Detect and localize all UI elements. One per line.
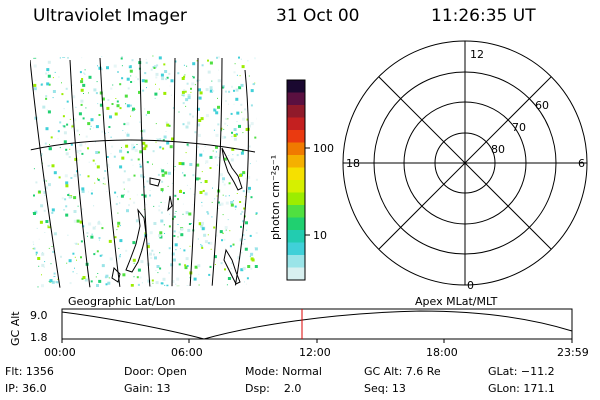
longitude-grid-lines [30, 57, 249, 288]
colorbar-tick-label-100: 100 [313, 142, 334, 155]
colorbar-segment [287, 180, 305, 193]
colorbar-gradient [287, 80, 305, 281]
mlat-label-60: 60 [535, 99, 549, 112]
gain-value: Gain: 13 [124, 382, 171, 395]
x-tick-label-0600: 06:00 [171, 346, 203, 359]
colorbar-segment [287, 255, 305, 268]
geographic-latitude: GLat: −11.2 [488, 365, 555, 378]
colorbar-segment [287, 167, 305, 181]
sequence-value: Seq: 13 [364, 382, 406, 395]
x-tick-label-1200: 12:00 [299, 346, 331, 359]
x-tick-label-1800: 18:00 [426, 346, 458, 359]
colorbar-segment [287, 242, 305, 256]
colorbar-segment [287, 80, 305, 93]
gc-altitude-value: GC Alt: 7.6 Re [364, 365, 441, 378]
mlat-label-80: 80 [491, 143, 505, 156]
mode-value: Mode: Normal [245, 365, 322, 378]
mlt-label-18: 18 [346, 157, 360, 170]
time-label: 11:26:35 UT [431, 6, 536, 26]
app-title: Ultraviolet Imager [33, 6, 187, 26]
geographic-longitude: GLon: 171.1 [488, 382, 555, 395]
colorbar-segment [287, 267, 305, 281]
colorbar-segment [287, 217, 305, 231]
x-tick-label-0000: 00:00 [44, 346, 76, 359]
geo-panel-label: Geographic Lat/Lon [68, 295, 175, 308]
y-tick-label-9: 9.0 [30, 309, 48, 322]
flight-number: Flt: 1356 [5, 365, 54, 378]
altitude-ylabel: GC Alt [9, 311, 22, 346]
coastline-outline [111, 147, 243, 285]
y-tick-label-1.8: 1.8 [30, 331, 48, 344]
mlt-label-0: 0 [467, 279, 474, 292]
mlt-label-6: 6 [578, 157, 585, 170]
colorbar-segment [287, 117, 305, 131]
altitude-x-ticks [61, 339, 573, 343]
colorbar-segment [287, 142, 305, 156]
polar-panel-label: Apex MLat/MLT [415, 295, 498, 308]
aurora-emission-dots [32, 55, 259, 288]
colorbar-segment [287, 130, 305, 143]
door-status: Door: Open [124, 365, 187, 378]
colorbar-segment [287, 192, 305, 206]
colorbar-tick-label-10: 10 [313, 229, 327, 242]
colorbar-segment [287, 230, 305, 243]
mlat-label-70: 70 [512, 121, 526, 134]
colorbar-frame [286, 79, 306, 281]
ip-value: IP: 36.0 [5, 382, 47, 395]
colorbar-segment [287, 92, 305, 106]
x-tick-label-2359: 23:59 [557, 346, 589, 359]
latitude-grid-line [30, 139, 256, 153]
altitude-curve [61, 310, 573, 340]
colorbar-segment [287, 205, 305, 218]
date-label: 31 Oct 00 [276, 6, 360, 26]
mlt-label-12: 12 [470, 48, 484, 61]
dsp-value: Dsp: 2.0 [245, 382, 302, 395]
colorbar-segment [287, 105, 305, 118]
colorbar-segment [287, 155, 305, 168]
polar-meridian-diagonal-2 [378, 76, 552, 250]
colorbar-unit-label: photon cm⁻²s⁻¹ [269, 155, 282, 240]
